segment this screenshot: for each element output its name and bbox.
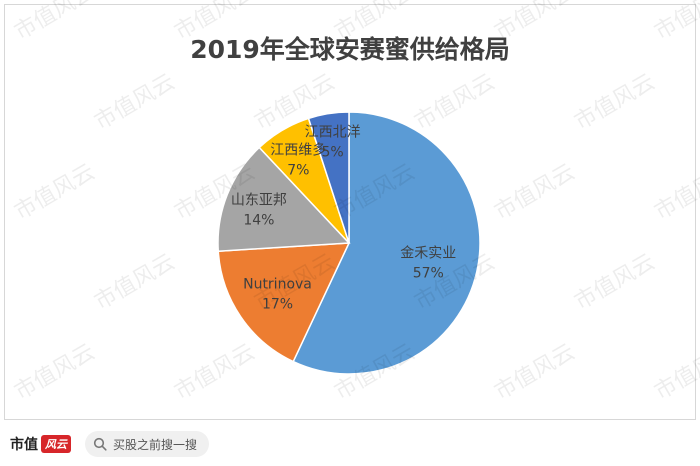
pie-slices <box>217 111 481 375</box>
brand-text: 市值 <box>10 437 38 453</box>
search-icon <box>93 437 107 451</box>
slice-percent-2: 17% <box>262 297 293 313</box>
pie-slice-5 <box>307 111 350 244</box>
search-box[interactable]: 买股之前搜一搜 <box>85 431 209 457</box>
footer-bar: 市值 风云 买股之前搜一搜 <box>0 422 700 466</box>
pie-labels: 金禾实业 57% Nutrinova 17% 山东亚邦 14% 江西维多 7% 江西北洋 5% <box>231 125 456 313</box>
pie-slice-2 <box>217 242 351 363</box>
brand-mark: 风云 <box>41 435 71 453</box>
slice-label-1: 金禾实业 <box>400 246 456 262</box>
slice-label-5: 江西北洋 <box>305 125 361 141</box>
slice-label-2: Nutrinova <box>243 277 312 293</box>
slice-percent-3: 14% <box>243 212 274 228</box>
slice-label-3: 山东亚邦 <box>231 192 287 208</box>
chart-title: 2019年全球安赛蜜供给格局 <box>190 35 510 64</box>
brand-logo[interactable]: 市值 风云 <box>10 434 71 454</box>
pie-slice-1 <box>292 111 481 375</box>
slice-label-4: 江西维多 <box>270 141 326 158</box>
slice-percent-5: 5% <box>321 145 343 161</box>
pie-slice-3 <box>217 146 351 253</box>
search-placeholder: 买股之前搜一搜 <box>113 437 198 452</box>
slice-percent-1: 57% <box>413 266 444 282</box>
slice-percent-4: 7% <box>287 162 309 178</box>
